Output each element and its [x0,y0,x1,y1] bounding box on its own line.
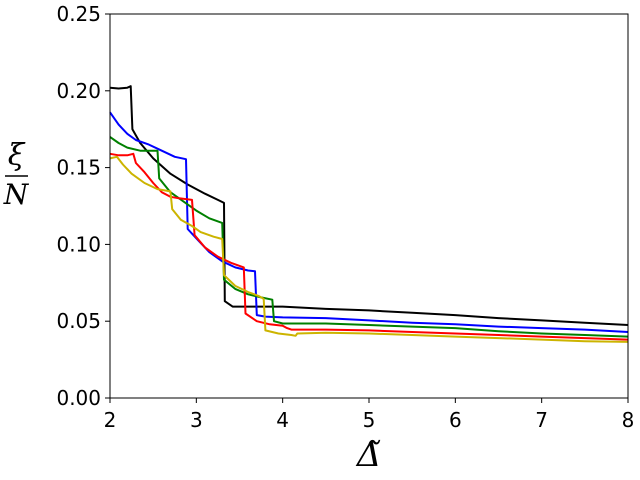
series-line-5 [109,155,629,343]
series-line-2 [109,111,629,333]
x-tick-label: 6 [449,408,462,432]
series-line-1 [109,85,629,326]
y-tick-label: 0.05 [56,309,101,333]
x-tick-label: 3 [190,408,203,432]
y-tick-label: 0.10 [56,232,101,256]
y-axis-label-denominator: N [3,178,30,211]
y-tick-label: 0.00 [56,386,101,410]
x-tick-label: 4 [276,408,289,432]
x-tick-label: 8 [622,408,635,432]
x-tick-label: 2 [104,408,117,432]
x-tick-label: 5 [363,408,376,432]
series-line-3 [109,136,629,338]
tick-layer: 2 3 4 5 6 7 8 0.00 0.05 0.10 0.15 0.20 0.25 [56,2,634,432]
y-tick-label: 0.25 [56,2,101,26]
series-layer [109,85,629,343]
y-axis-label-numerator: ξ [8,138,26,173]
x-tick-label: 7 [535,408,548,432]
x-axis-label: Δ̃ [355,435,382,475]
y-tick-label: 0.15 [56,156,101,180]
y-axis-label: ξ N [3,138,30,211]
y-tick-label: 0.20 [56,79,101,103]
series-line-4 [109,152,629,341]
